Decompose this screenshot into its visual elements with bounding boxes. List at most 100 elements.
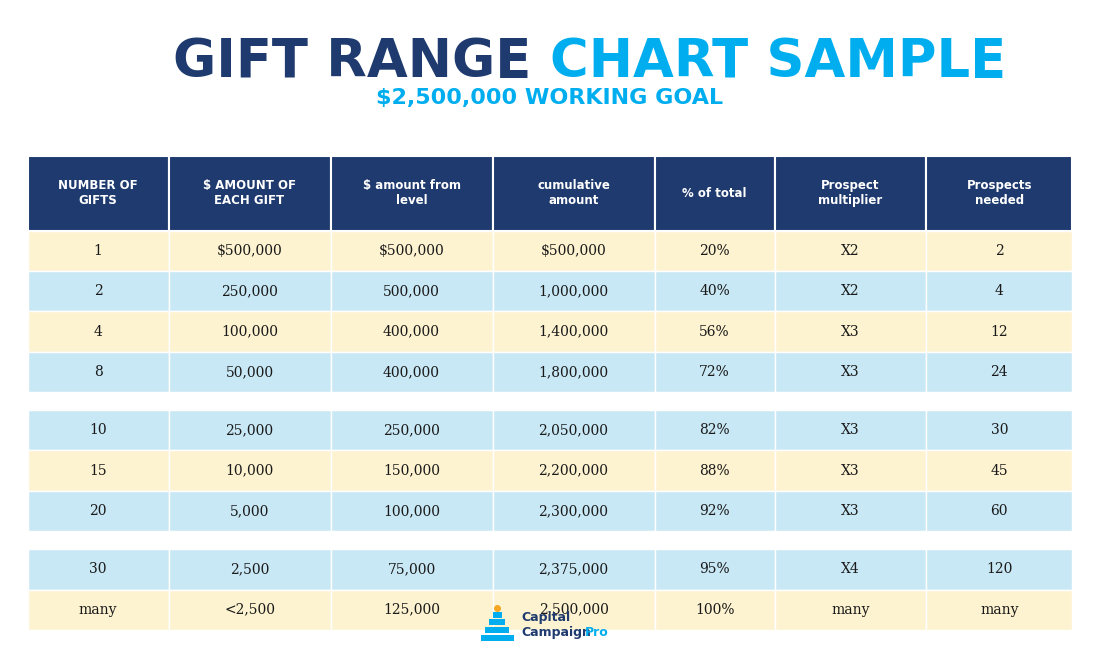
Bar [330,311,493,352]
Bar [654,352,774,392]
Bar [330,271,493,311]
Text: % of total: % of total [682,187,747,200]
Bar [926,271,1072,311]
Text: 2,500: 2,500 [230,562,270,577]
Text: cumulative
amount: cumulative amount [537,179,609,207]
Bar [28,491,168,531]
Bar [168,271,330,311]
Text: 100%: 100% [695,603,735,617]
Bar [926,590,1072,630]
Bar [28,590,168,630]
Text: 20%: 20% [700,244,730,258]
Text: $500,000: $500,000 [540,244,606,258]
Bar [654,410,774,450]
Text: 2: 2 [94,284,102,298]
Bar [168,590,330,630]
Text: 12: 12 [990,324,1009,339]
Bar [926,410,1072,450]
Text: 60: 60 [991,504,1008,518]
Bar [493,549,654,590]
Bar [168,156,330,231]
Bar [654,271,774,311]
Bar [28,156,168,231]
Bar [654,311,774,352]
Bar [330,156,493,231]
Text: 1,400,000: 1,400,000 [538,324,608,339]
Text: 125,000: 125,000 [383,603,440,617]
Bar [926,549,1072,590]
Text: 10,000: 10,000 [226,463,274,478]
Text: 8: 8 [94,365,102,379]
Text: 2,200,000: 2,200,000 [539,463,608,478]
Text: 400,000: 400,000 [383,324,440,339]
Text: X3: X3 [842,504,860,518]
Text: many: many [832,603,870,617]
Bar [168,410,330,450]
Bar [926,231,1072,271]
Text: 95%: 95% [700,562,730,577]
Bar [485,627,509,633]
Text: 40%: 40% [700,284,730,298]
Text: 20: 20 [89,504,107,518]
Text: 1,800,000: 1,800,000 [538,365,608,379]
Text: 250,000: 250,000 [383,423,440,437]
Text: 30: 30 [991,423,1008,437]
Bar [168,549,330,590]
Text: X4: X4 [842,562,860,577]
Bar [493,491,654,531]
Text: 15: 15 [89,463,107,478]
Bar [493,352,654,392]
Bar [774,271,926,311]
Bar [654,231,774,271]
Text: 120: 120 [987,562,1012,577]
Text: $500,000: $500,000 [378,244,444,258]
Text: CHART SAMPLE: CHART SAMPLE [550,36,1006,88]
Bar [654,549,774,590]
Text: 2.500,000: 2.500,000 [539,603,608,617]
Bar [654,450,774,491]
Bar [493,231,654,271]
Text: 400,000: 400,000 [383,365,440,379]
Text: 88%: 88% [700,463,730,478]
Bar [926,311,1072,352]
Text: 82%: 82% [700,423,730,437]
Text: X2: X2 [842,244,860,258]
Text: $ amount from
level: $ amount from level [363,179,461,207]
Bar [168,231,330,271]
Text: 150,000: 150,000 [383,463,440,478]
Text: 2,375,000: 2,375,000 [538,562,608,577]
Bar [28,549,168,590]
Text: 10: 10 [89,423,107,437]
Text: $2,500,000 WORKING GOAL: $2,500,000 WORKING GOAL [376,88,724,108]
Text: NUMBER OF
GIFTS: NUMBER OF GIFTS [58,179,138,207]
Bar [493,612,502,618]
Text: Pro: Pro [585,626,609,639]
Text: 100,000: 100,000 [383,504,440,518]
Bar [774,410,926,450]
Text: GIFT RANGE: GIFT RANGE [174,36,550,88]
Text: 50,000: 50,000 [226,365,274,379]
Text: Capital: Capital [521,611,571,624]
Bar [493,590,654,630]
Bar [493,410,654,450]
Text: 4: 4 [94,324,102,339]
Bar [654,491,774,531]
Bar [330,590,493,630]
Bar [481,635,514,641]
Text: X3: X3 [842,423,860,437]
Bar [774,156,926,231]
Bar [926,156,1072,231]
Bar [330,231,493,271]
Text: 4: 4 [994,284,1004,298]
Bar [168,491,330,531]
Bar [774,450,926,491]
Bar [28,352,168,392]
Bar [28,410,168,450]
Text: $ AMOUNT OF
EACH GIFT: $ AMOUNT OF EACH GIFT [204,179,296,207]
Bar [330,352,493,392]
Text: 2: 2 [996,244,1003,258]
Bar [493,156,654,231]
Bar [168,450,330,491]
Bar [774,231,926,271]
Text: X3: X3 [842,324,860,339]
